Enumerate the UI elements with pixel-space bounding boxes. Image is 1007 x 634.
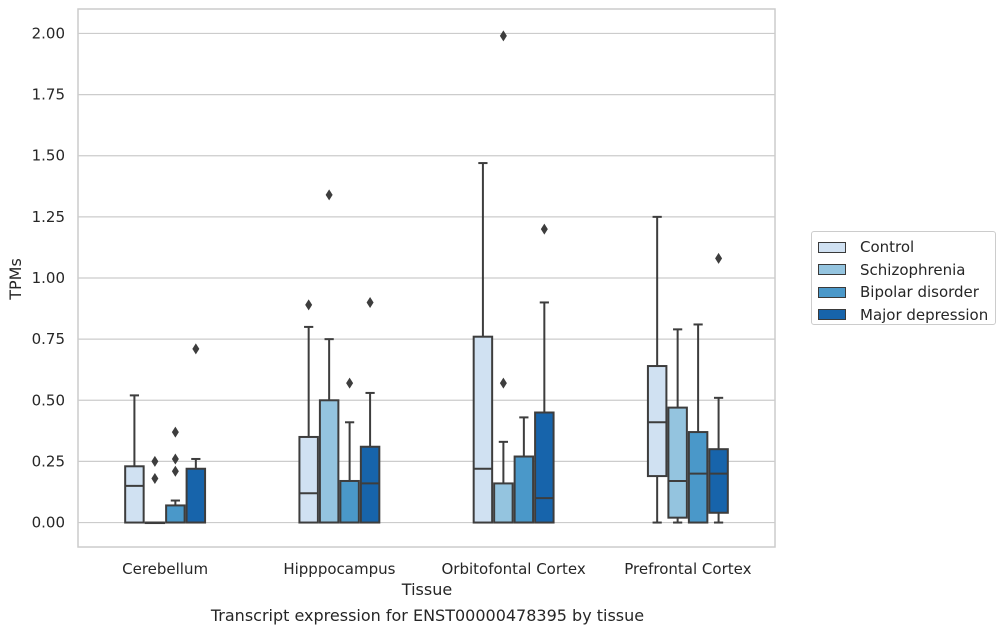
box-bipolar-disorder <box>165 426 186 524</box>
legend-swatch <box>818 309 846 321</box>
x-tick-label: Orbitofontal Cortex <box>442 560 586 578</box>
box-iqr <box>472 335 494 524</box>
legend-swatch <box>818 241 846 253</box>
box-iqr <box>534 411 555 524</box>
legend-label: Bipolar disorder <box>860 283 979 302</box>
outlier-point <box>540 223 548 235</box>
legend-label: Major depression <box>860 305 989 324</box>
y-tick-label: 0.50 <box>32 391 65 409</box>
x-tick-label: Hipppocampus <box>283 560 395 578</box>
outlier-point <box>715 252 723 264</box>
legend-label: Schizophrenia <box>860 260 966 279</box>
box-iqr <box>185 467 207 524</box>
box-iqr <box>646 365 668 478</box>
y-tick-label: 1.75 <box>32 86 65 104</box>
axes: 0.00 0.25 0.50 0.75 1.00 1.25 1.50 1.75 2.00 Cere… <box>32 8 776 578</box>
box-schizophrenia <box>493 30 514 524</box>
outlier-point <box>305 299 313 311</box>
y-tick-label: 0.25 <box>32 452 65 470</box>
box-control <box>472 162 494 524</box>
outlier-point <box>499 377 507 389</box>
box-schizophrenia <box>318 189 340 524</box>
box-major-depression <box>708 252 729 524</box>
y-tick-label: 1.00 <box>32 269 65 287</box>
outlier-point <box>171 426 179 438</box>
box-iqr <box>359 445 381 524</box>
outlier-point <box>192 343 200 355</box>
box-iqr <box>298 435 319 524</box>
figure-caption: Transcript expression for ENST0000047839… <box>210 606 645 625</box>
box-plot-series <box>124 30 729 525</box>
y-tick-label: 1.25 <box>32 208 65 226</box>
outlier-point <box>366 296 374 308</box>
legend-swatch <box>818 264 846 276</box>
box-major-depression <box>185 343 207 524</box>
box-iqr <box>493 482 514 524</box>
box-iqr <box>318 399 340 524</box>
legend-item: Bipolar disorder <box>818 281 995 304</box>
box-iqr <box>513 455 535 524</box>
plot-frame <box>77 8 776 548</box>
y-tick-label: 0.00 <box>32 514 65 532</box>
y-axis-label: TPMs <box>6 258 25 301</box>
legend-item: Control <box>818 236 995 259</box>
box-iqr <box>687 431 709 524</box>
box-schizophrenia <box>667 328 688 524</box>
outlier-point <box>171 465 179 477</box>
box-iqr <box>339 479 360 524</box>
box-control <box>646 215 668 524</box>
legend-item: Schizophrenia <box>818 259 995 282</box>
y-tick-label: 2.00 <box>32 24 65 42</box>
box-iqr <box>667 406 688 519</box>
legend-swatch <box>818 286 846 298</box>
box-major-depression <box>359 296 381 524</box>
outlier-point <box>151 455 159 467</box>
box-iqr <box>708 448 729 514</box>
outlier-point <box>151 473 159 485</box>
box-schizophrenia <box>144 455 166 525</box>
box-iqr <box>165 504 186 524</box>
x-tick-label: Prefrontal Cortex <box>624 560 751 578</box>
box-bipolar-disorder <box>513 416 535 524</box>
box-control <box>124 394 145 524</box>
box-bipolar-disorder <box>687 323 709 524</box>
box-control <box>298 299 319 524</box>
legend: Control Schizophrenia Bipolar disorder Majo… <box>811 231 996 325</box>
legend-item: Major depression <box>818 304 995 327</box>
box-major-depression <box>534 223 555 524</box>
outlier-point <box>499 30 507 42</box>
x-tick-label: Cerebellum <box>122 560 208 578</box>
outlier-point <box>346 377 354 389</box>
legend-label: Control <box>860 238 915 257</box>
box-iqr <box>124 465 145 524</box>
y-tick-label: 1.50 <box>32 147 65 165</box>
x-axis-label: Tissue <box>401 580 452 599</box>
y-tick-label: 0.75 <box>32 330 65 348</box>
outlier-point <box>171 453 179 465</box>
outlier-point <box>325 189 333 201</box>
grid-lines <box>78 32 775 524</box>
box-bipolar-disorder <box>339 377 360 524</box>
